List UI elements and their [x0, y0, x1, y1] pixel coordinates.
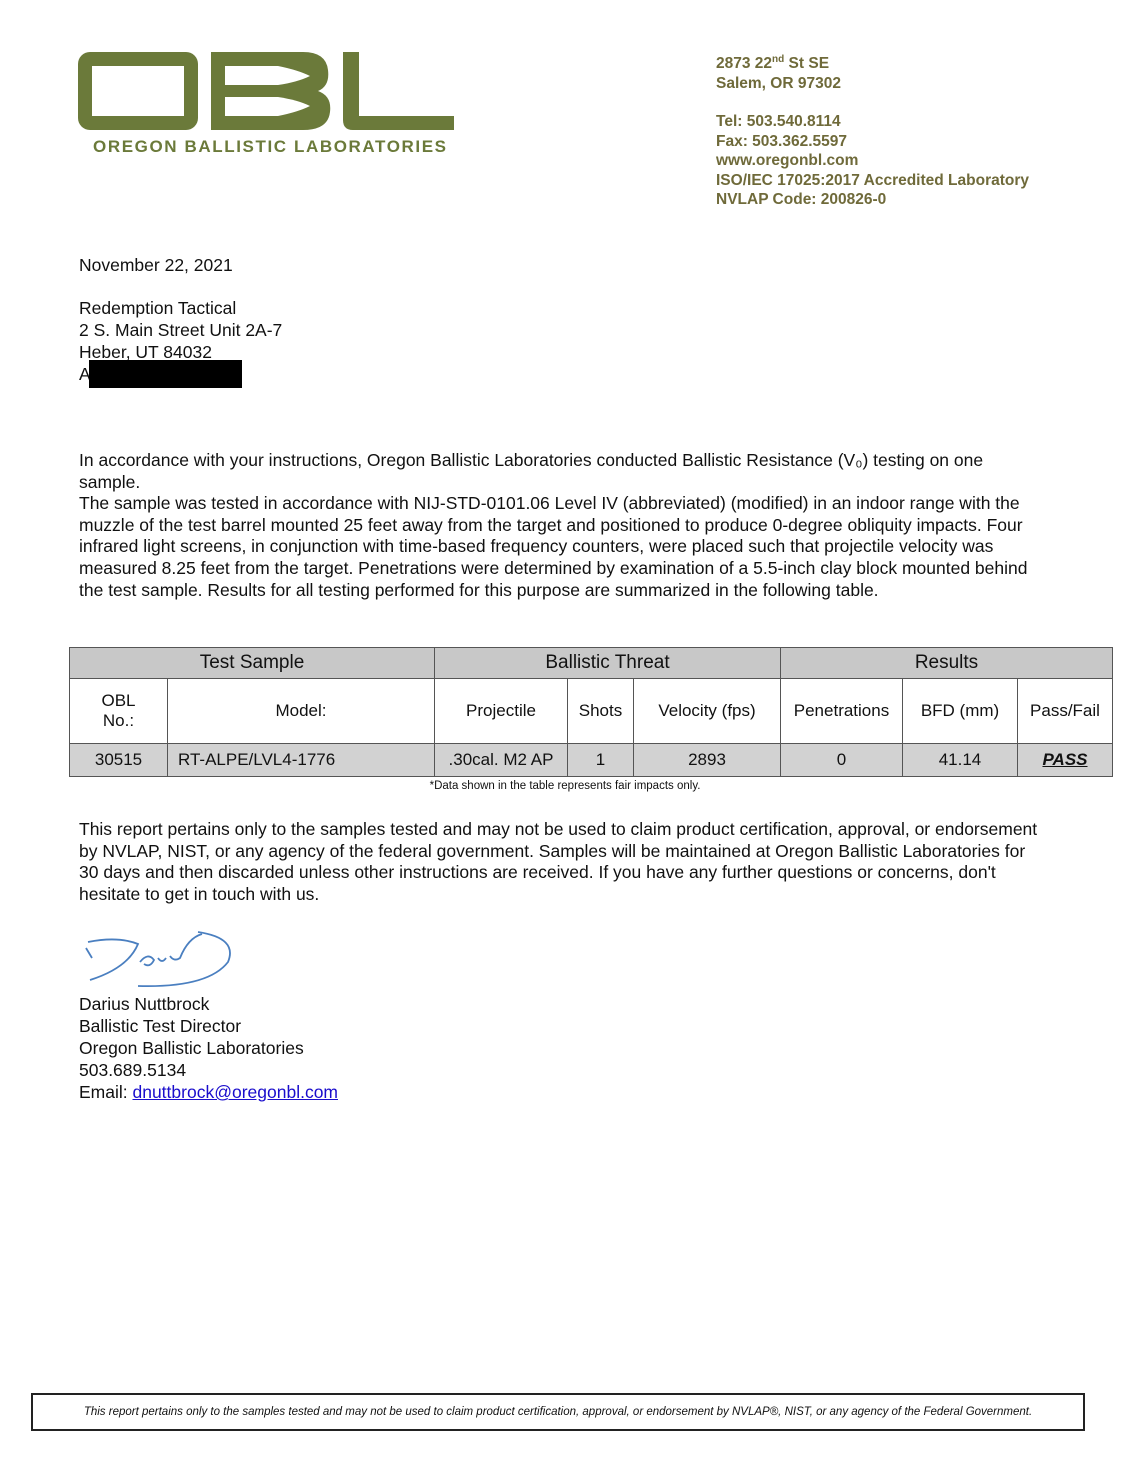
cell-obl-no: 30515 — [69, 743, 168, 777]
recipient-city: Heber, UT 84032 — [79, 342, 212, 362]
signature-image — [85, 931, 231, 988]
col-penetrations: Penetrations — [780, 678, 903, 744]
intro-paragraph: In accordance with your instructions, Or… — [79, 450, 1028, 600]
group-ballistic-threat: Ballistic Threat — [434, 647, 781, 679]
recipient-attn: A — [79, 364, 91, 384]
address-line1: 2873 22nd St SE — [716, 54, 830, 73]
group-test-sample: Test Sample — [69, 647, 435, 679]
email-label: Email: — [79, 1082, 133, 1102]
cell-model: RT-ALPE/LVL4-1776 — [167, 743, 435, 777]
results-table: Test Sample Ballistic Threat Results OBL… — [69, 647, 1113, 777]
table-footnote: *Data shown in the table represents fair… — [429, 780, 701, 792]
recipient-name: Redemption Tactical — [79, 298, 237, 318]
group-results: Results — [780, 647, 1113, 679]
website: www.oregonbl.com — [716, 152, 859, 170]
cell-projectile: .30cal. M2 AP — [434, 743, 568, 777]
recipient-street: 2 S. Main Street Unit 2A-7 — [79, 320, 283, 340]
footer-disclaimer: This report pertains only to the samples… — [31, 1393, 1085, 1431]
recipient-block: Redemption Tactical 2 S. Main Street Uni… — [79, 297, 282, 385]
signer-title: Ballistic Test Director — [79, 1016, 242, 1036]
obl-logo — [78, 52, 454, 130]
email-link[interactable]: dnuttbrock@oregonbl.com — [132, 1082, 338, 1102]
letter-date: November 22, 2021 — [79, 255, 233, 275]
col-projectile: Projectile — [434, 678, 568, 744]
cell-velocity: 2893 — [633, 743, 781, 777]
signer-name: Darius Nuttbrock — [79, 994, 210, 1014]
disclaimer-paragraph: This report pertains only to the samples… — [79, 819, 1038, 904]
signature-block: Darius Nuttbrock Ballistic Test Director… — [79, 993, 338, 1103]
cell-penetrations: 0 — [780, 743, 903, 777]
cell-bfd: 41.14 — [902, 743, 1018, 777]
signer-phone: 503.689.5134 — [79, 1060, 187, 1080]
logo-subtitle: OREGON BALLISTIC LABORATORIES — [93, 137, 448, 156]
table-row: 30515 RT-ALPE/LVL4-1776 .30cal. M2 AP 1 … — [69, 743, 1113, 777]
col-obl-no: OBL No.: — [69, 678, 168, 744]
fax: Fax: 503.362.5597 — [716, 132, 847, 150]
tel: Tel: 503.540.8114 — [716, 113, 841, 131]
accreditation: ISO/IEC 17025:2017 Accredited Laboratory — [716, 171, 1030, 189]
signer-org: Oregon Ballistic Laboratories — [79, 1038, 304, 1058]
col-bfd: BFD (mm) — [902, 678, 1018, 744]
lab-address-block: 2873 22nd St SE Salem, OR 97302 Tel: 503… — [716, 50, 1029, 210]
nvlap-code: NVLAP Code: 200826-0 — [716, 191, 887, 209]
cell-shots: 1 — [567, 743, 634, 777]
col-velocity: Velocity (fps) — [633, 678, 781, 744]
cell-pass-fail: PASS — [1017, 743, 1113, 777]
col-model: Model: — [167, 678, 435, 744]
address-line2: Salem, OR 97302 — [716, 74, 841, 92]
col-shots: Shots — [567, 678, 634, 744]
redaction-box — [89, 360, 242, 388]
col-pass-fail: Pass/Fail — [1017, 678, 1113, 744]
